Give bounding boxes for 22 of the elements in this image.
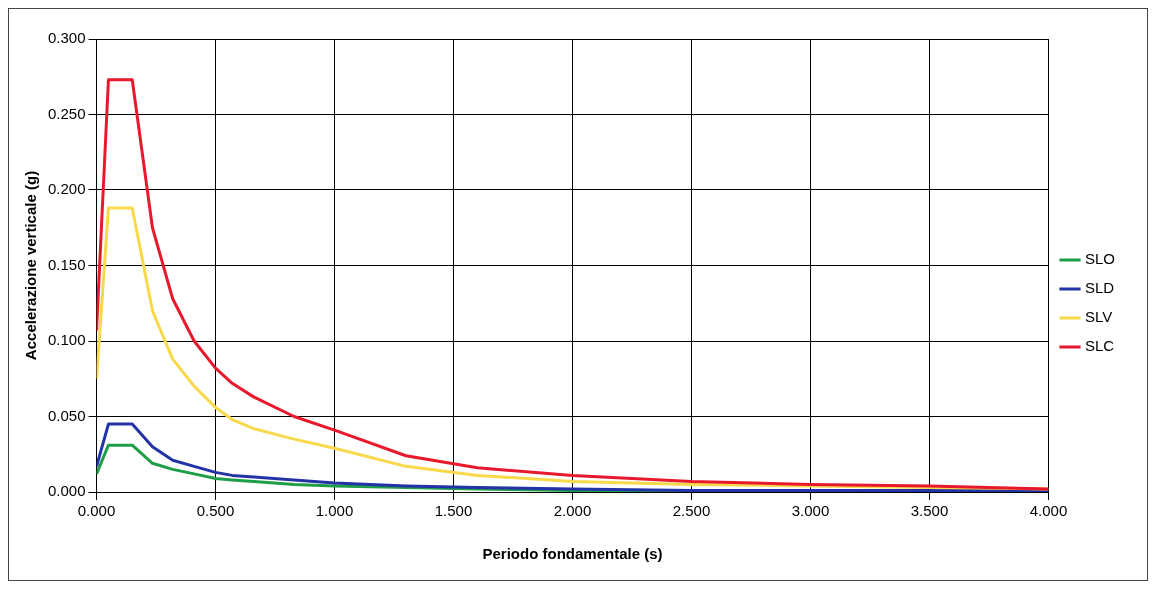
legend-label: SLC	[1084, 337, 1115, 355]
x-tick-label: 2.000	[553, 502, 592, 520]
y-tick-label: 0.300	[47, 29, 86, 47]
x-tick-label: 2.500	[672, 502, 711, 520]
y-axis-title: Accelerazione verticale (g)	[22, 170, 40, 361]
legend-label: SLV	[1084, 308, 1113, 326]
y-tick-label: 0.100	[47, 331, 86, 349]
x-tick-label: 3.500	[910, 502, 949, 520]
x-tick-label: 4.000	[1029, 502, 1068, 520]
y-tick-label: 0.200	[47, 180, 86, 198]
x-tick-label: 3.000	[791, 502, 830, 520]
y-tick-label: 0.050	[47, 406, 86, 424]
x-axis-title: Periodo fondamentale (s)	[482, 545, 663, 563]
x-tick-label: 0.000	[77, 502, 116, 520]
legend-label: SLO	[1084, 250, 1115, 268]
y-tick-label: 0.250	[47, 104, 86, 122]
x-tick-label: 1.500	[434, 502, 473, 520]
y-tick-label: 0.000	[47, 482, 86, 500]
legend-label: SLD	[1084, 279, 1115, 297]
x-tick-label: 1.000	[315, 502, 354, 520]
x-tick-label: 0.500	[196, 502, 235, 520]
y-tick-label: 0.150	[47, 255, 86, 273]
